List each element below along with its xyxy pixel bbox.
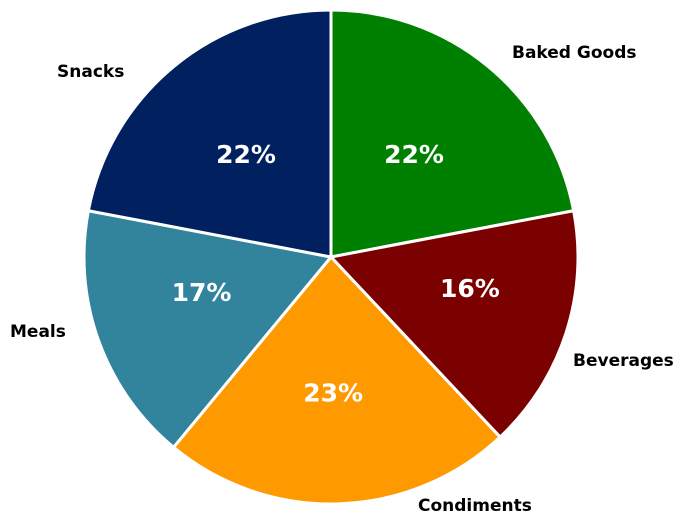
pie-slice-condiments [172,255,502,506]
category-labels-layer: Baked Goods Beverages Condiments Meals Snack… [10,43,674,516]
pie-slice-meals [82,209,333,449]
category-label-condiments: Condiments [418,496,532,516]
category-label-beverages: Beverages [573,351,674,371]
percent-label-baked-goods: 22% [384,140,444,169]
percent-labels-layer: 22% 16% 23% 17% 22% [172,140,500,407]
category-label-snacks: Snacks [57,62,124,82]
percent-label-snacks: 22% [216,140,276,169]
pie-slice-beverages [329,209,580,439]
percent-label-beverages: 16% [440,274,500,303]
percent-label-meals: 17% [172,278,232,307]
pie-slice-baked-goods [329,8,576,259]
pie-slice-snacks [86,8,333,259]
category-label-baked-goods: Baked Goods [512,43,637,63]
percent-label-condiments: 23% [303,378,363,407]
slices-layer [82,8,580,506]
category-label-meals: Meals [10,322,66,342]
